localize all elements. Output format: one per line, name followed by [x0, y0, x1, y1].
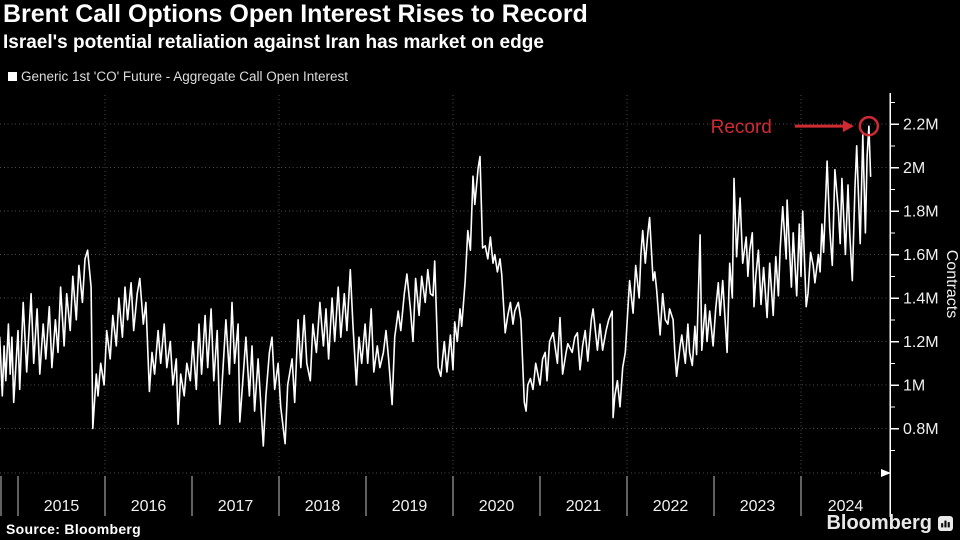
record-annotation-label: Record — [711, 117, 772, 138]
x-axis-year-label: 2020 — [479, 498, 515, 515]
y-axis-tick-label: 1.6M — [903, 247, 939, 264]
y-axis-tick-label: 0.8M — [903, 421, 939, 438]
legend-label: Generic 1st 'CO' Future - Aggregate Call… — [21, 69, 349, 84]
x-axis-year-label: 2016 — [131, 498, 167, 515]
page-title: Brent Call Options Open Interest Rises t… — [3, 0, 588, 28]
y-axis-tick-label: 2M — [903, 160, 925, 177]
bloomberg-wordmark: Bloomberg — [826, 512, 932, 534]
x-axis-arrowhead — [881, 469, 891, 477]
bloomberg-logo: Bloomberg — [826, 512, 953, 535]
legend: Generic 1st 'CO' Future - Aggregate Call… — [8, 69, 348, 84]
y-axis-title: Contracts — [943, 250, 960, 318]
y-axis-tick-label: 1.2M — [903, 334, 939, 351]
x-axis-year-label: 2018 — [305, 498, 341, 515]
y-axis-tick-label: 1.4M — [903, 291, 939, 308]
legend-swatch-icon — [8, 72, 17, 81]
x-axis-year-label: 2023 — [740, 498, 776, 515]
record-arrowhead — [842, 120, 854, 133]
chart-subtitle: Israel's potential retaliation against I… — [3, 32, 544, 53]
x-axis-year-label: 2022 — [653, 498, 689, 515]
bloomberg-terminal-icon — [938, 516, 953, 531]
y-axis-tick-label: 1M — [903, 378, 925, 395]
record-circle — [858, 115, 880, 137]
x-axis-year-label: 2019 — [392, 498, 428, 515]
y-axis-tick-label: 1.8M — [903, 204, 939, 221]
data-line — [0, 125, 872, 447]
source-note: Source: Bloomberg — [6, 521, 142, 537]
x-axis-year-label: 2017 — [218, 498, 254, 515]
x-axis-year-label: 2021 — [566, 498, 602, 515]
x-axis-year-label: 2015 — [44, 498, 80, 515]
y-axis-tick-label: 2.2M — [903, 117, 939, 134]
